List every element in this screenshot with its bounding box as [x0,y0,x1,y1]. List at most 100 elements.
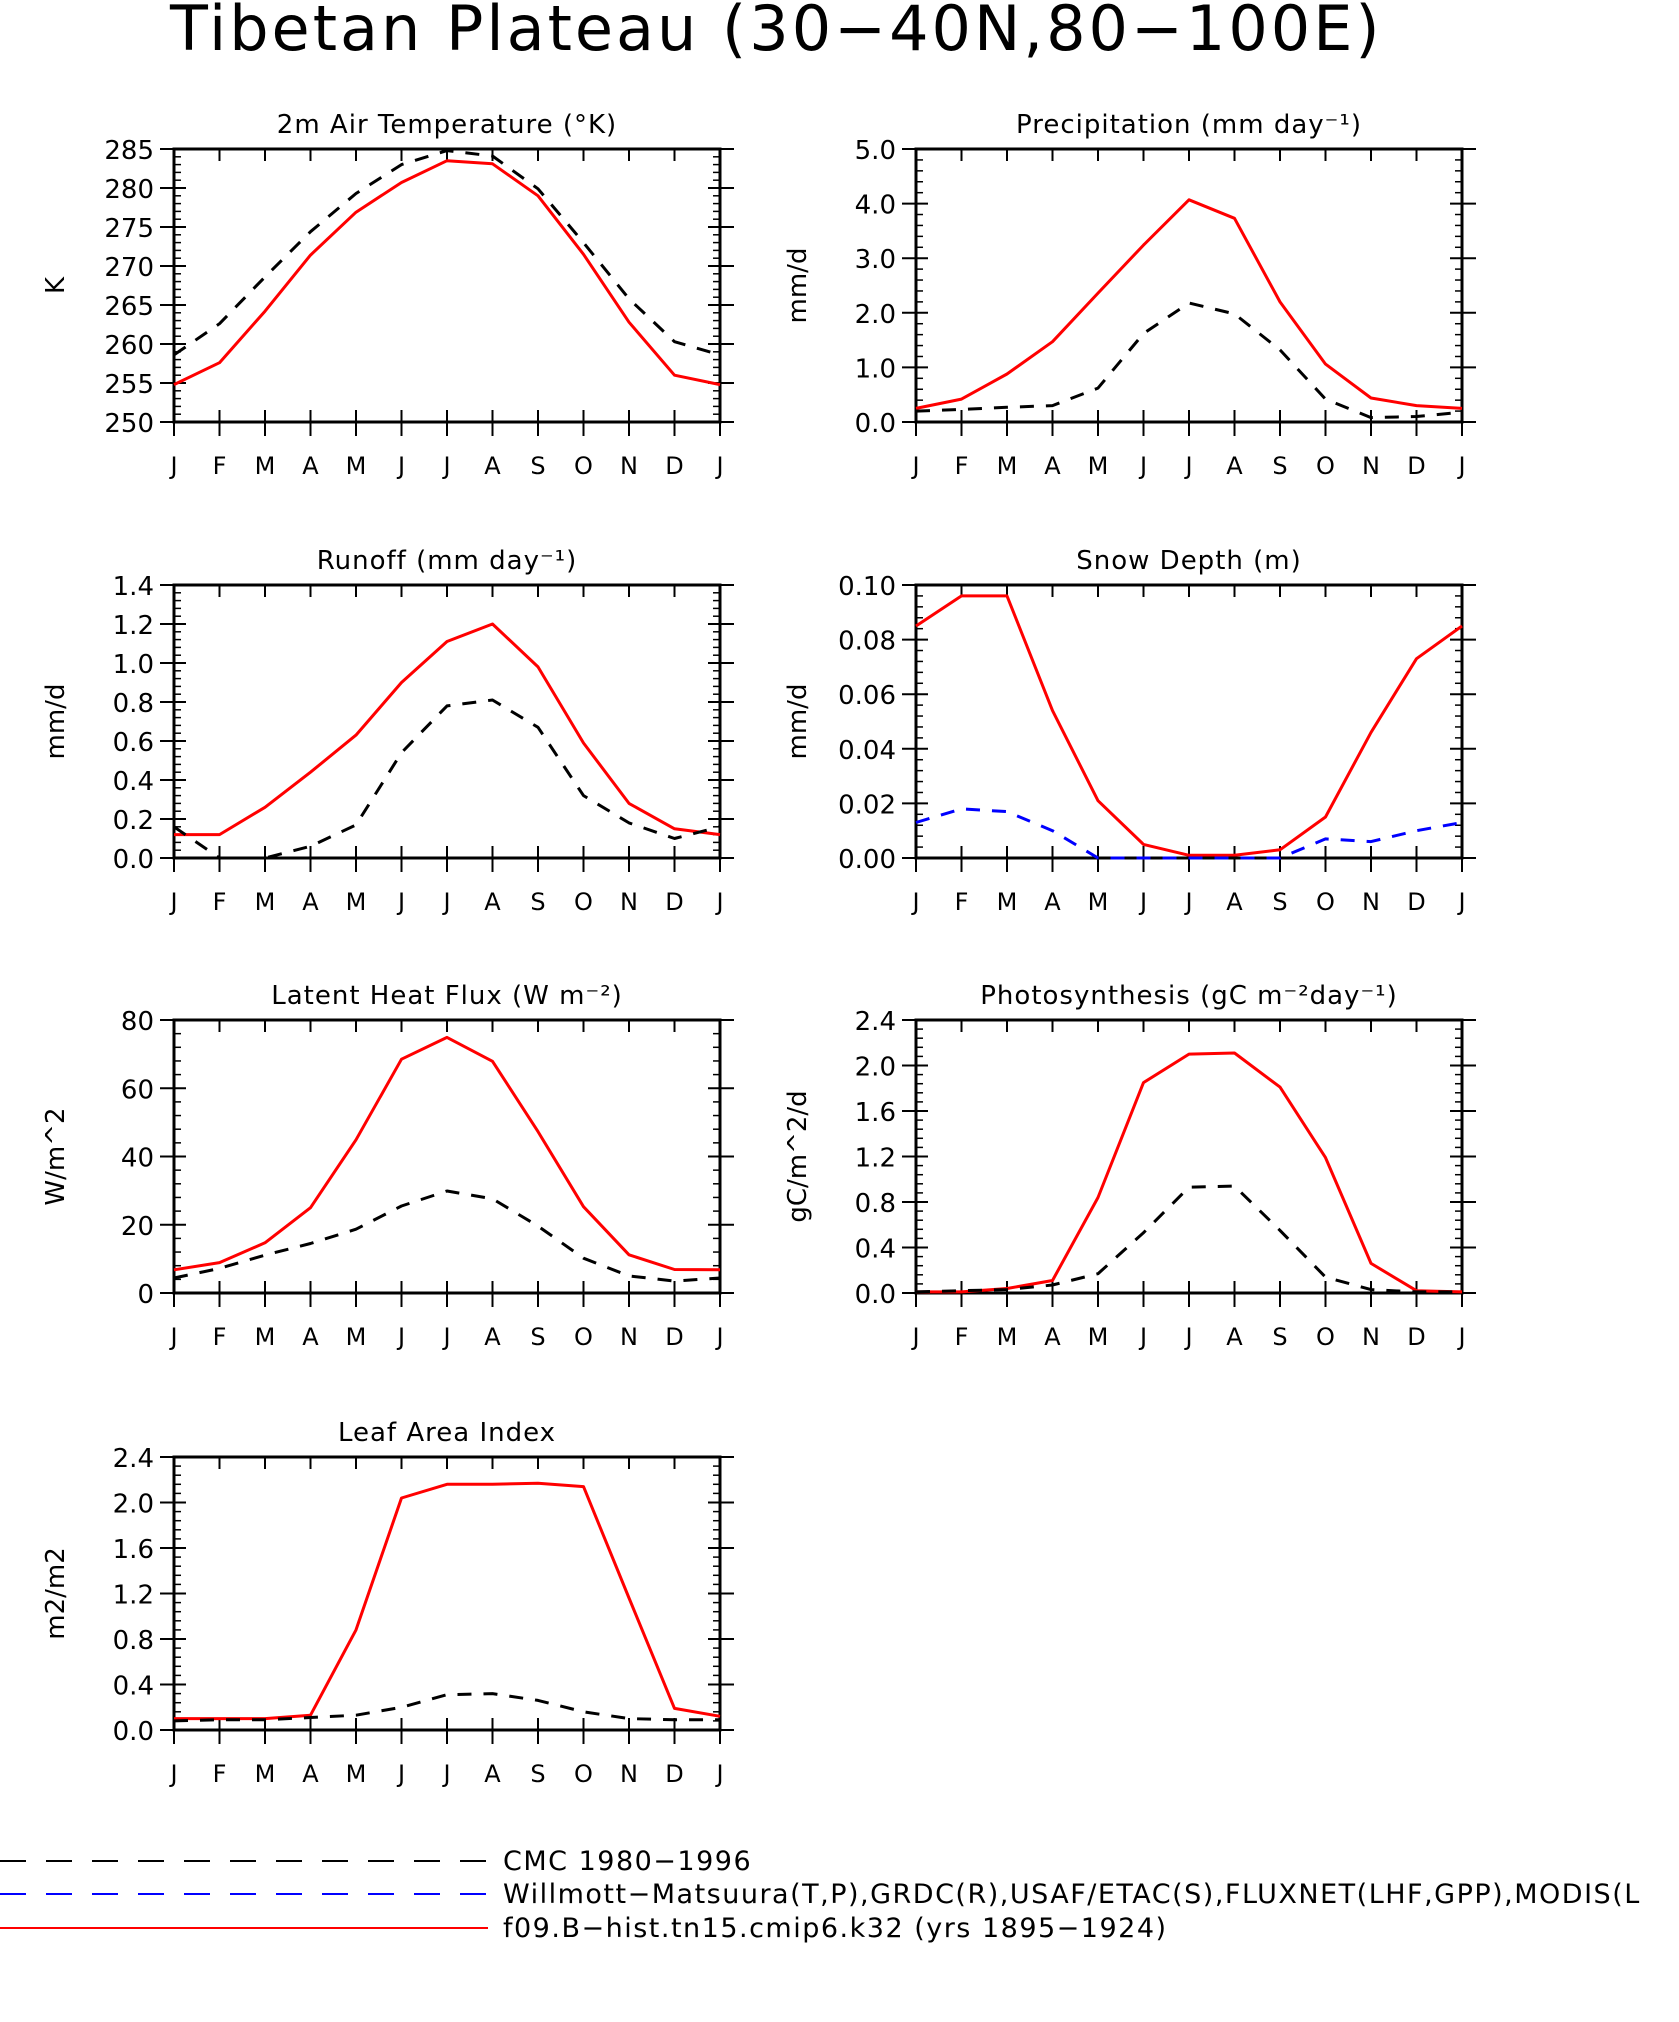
x-tick-label: J [714,452,723,480]
x-tick-label: J [910,888,919,916]
x-tick-label: A [1226,1323,1243,1351]
x-tick-label: A [1044,1323,1061,1351]
plot-frame [172,583,722,860]
y-tick-label: 265 [104,292,154,322]
x-tick-label: J [168,1323,177,1351]
y-tick-label: 1.0 [855,354,896,384]
x-tick-label: J [714,888,723,916]
x-tick-label: A [484,888,501,916]
x-tick-label: J [1183,452,1192,480]
x-tick-label: J [1138,452,1147,480]
y-tick-label: 2.4 [113,1444,154,1474]
x-tick-label: D [665,1323,683,1351]
y-tick-label: 5.0 [855,136,896,166]
y-tick-label: 0.4 [113,767,154,797]
x-tick-label: J [441,1323,450,1351]
x-tick-label: M [255,452,276,480]
y-tick-label: 0.8 [113,689,154,719]
x-tick-label: J [1138,888,1147,916]
x-tick-label: A [1044,888,1061,916]
y-tick-label: 1.6 [855,1098,896,1128]
x-tick-label: J [1183,888,1192,916]
x-tick-label: M [997,1323,1018,1351]
x-tick-label: J [910,452,919,480]
plot-frame [172,1018,722,1295]
y-tick-label: 0.04 [838,736,896,766]
x-tick-label: O [574,452,593,480]
x-tick-label: O [1316,1323,1335,1351]
x-tick-label: M [997,452,1018,480]
y-axis-label: m2/m2 [41,1547,71,1640]
x-tick-label: A [1226,888,1243,916]
x-tick-label: M [1088,452,1109,480]
x-tick-label: A [302,1323,319,1351]
x-tick-label: J [910,1323,919,1351]
y-axis-label: K [41,276,71,294]
series-line-cmc [173,698,721,860]
y-tick-label: 250 [104,409,154,439]
y-tick-label: 0.6 [113,728,154,758]
x-tick-label: F [955,1323,969,1351]
x-tick-label: N [620,1323,638,1351]
y-tick-label: 1.4 [113,572,154,602]
x-tick-label: J [441,888,450,916]
y-tick-label: 80 [121,1007,154,1037]
y-tick-label: 2.0 [113,1490,154,1520]
y-tick-label: 40 [121,1144,154,1174]
y-tick-label: 0 [137,1280,154,1310]
x-tick-label: F [213,1323,227,1351]
y-tick-label: 0.06 [838,681,896,711]
series-line-model [173,159,721,387]
x-tick-label: M [346,888,367,916]
y-axis-label: mm/d [783,684,813,760]
x-tick-label: J [396,1760,405,1788]
x-tick-label: M [255,1760,276,1788]
y-tick-label: 20 [121,1212,154,1242]
y-tick-label: 4.0 [855,191,896,221]
x-tick-label: A [302,1760,319,1788]
series-line-cmc [915,1184,1462,1294]
x-tick-label: F [213,1760,227,1788]
chart-panel: Photosynthesis (gC m⁻²day⁻¹)J F M A M J J A S O N D… [783,981,1476,1351]
chart-panel: Latent Heat Flux (W m⁻²)J F M A M J J A S O N D J020… [41,981,734,1351]
y-tick-label: 0.0 [855,1280,896,1310]
x-tick-label: S [1272,452,1287,480]
y-tick-label: 270 [104,253,154,283]
chart-panel: Snow Depth (m)J F M A M J J A S O N D J0.000.020.040… [783,546,1476,916]
plot-frame [914,1018,1464,1295]
x-tick-label: D [665,888,683,916]
x-tick-label: S [530,888,545,916]
series-line-model [174,622,721,837]
series-line-obs [915,807,1463,860]
y-tick-label: 0.4 [855,1235,896,1265]
x-tick-label: F [955,452,969,480]
panel-title: Photosynthesis (gC m⁻²day⁻¹) [980,981,1397,1011]
x-tick-label: S [1272,888,1287,916]
x-tick-label: M [997,888,1018,916]
legend-label-obs: Willmott−Matsuura(T,P),GRDC(R),USAF/ETAC… [503,1879,1641,1910]
x-tick-label: D [1407,1323,1425,1351]
x-tick-label: S [530,1323,545,1351]
x-tick-label: O [574,888,593,916]
panel-title: 2m Air Temperature (°K) [277,110,617,140]
y-tick-label: 280 [104,175,154,205]
x-tick-label: M [255,1323,276,1351]
y-tick-label: 1.6 [113,1535,154,1565]
series-line-model [173,1035,721,1272]
series-line-cmc [915,301,1463,420]
y-tick-label: 1.0 [113,650,154,680]
x-tick-label: N [620,452,638,480]
x-tick-label: A [484,1760,501,1788]
y-tick-label: 2.4 [855,1007,896,1037]
y-axis-label: gC/m^2/d [783,1090,813,1222]
series-line-model [916,1051,1463,1294]
x-tick-label: J [168,888,177,916]
x-tick-label: J [1183,1323,1192,1351]
y-tick-label: 1.2 [113,1581,154,1611]
x-tick-label: S [530,452,545,480]
y-axis-label: mm/d [41,684,71,760]
y-tick-label: 0.10 [838,572,896,602]
y-tick-label: 285 [104,136,154,166]
y-tick-label: 0.02 [838,790,896,820]
